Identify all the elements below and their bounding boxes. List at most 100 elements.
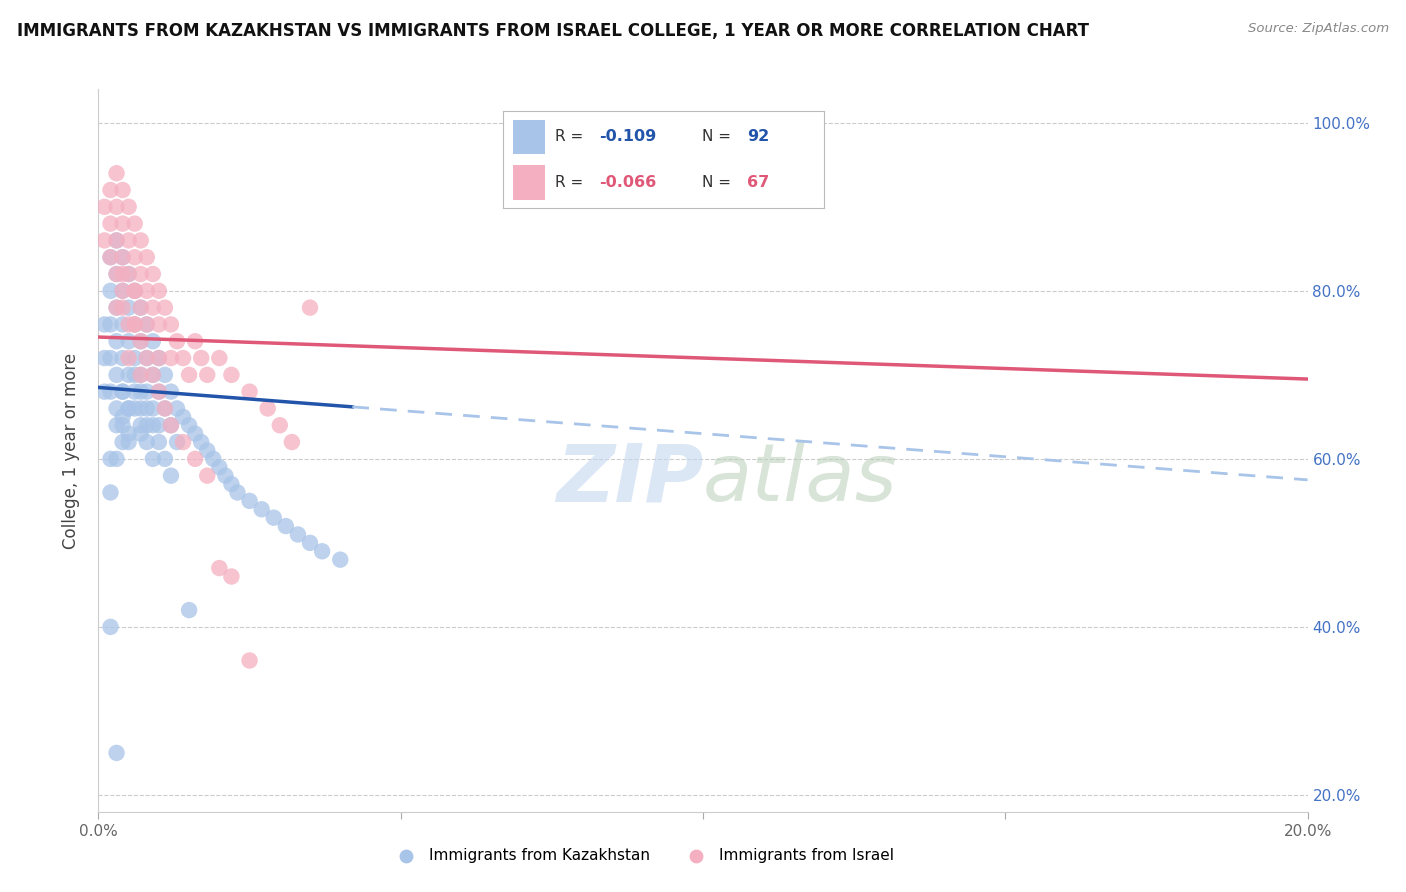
Point	[100, 250, 122, 264]
Point	[118, 401, 141, 416]
Point	[153, 301, 176, 315]
Point	[221, 569, 243, 583]
Point	[166, 435, 188, 450]
Point	[142, 451, 165, 466]
Point	[105, 746, 128, 760]
Point	[135, 351, 157, 365]
Point	[118, 401, 141, 416]
Point	[195, 368, 218, 382]
Point	[111, 217, 134, 231]
Point	[172, 351, 194, 365]
Point	[311, 544, 333, 558]
Point	[105, 267, 128, 281]
Point	[166, 401, 188, 416]
Point	[160, 384, 183, 399]
Point	[153, 368, 176, 382]
Point	[281, 435, 304, 450]
Point	[153, 401, 176, 416]
Point	[111, 183, 134, 197]
Point	[118, 334, 141, 349]
Point	[142, 368, 165, 382]
Point	[111, 351, 134, 365]
Point	[195, 443, 218, 458]
Point	[129, 301, 152, 315]
Point	[129, 418, 152, 433]
Point	[148, 384, 170, 399]
Point	[111, 267, 134, 281]
Point	[160, 351, 183, 365]
Point	[93, 234, 115, 248]
Point	[148, 435, 170, 450]
Point	[124, 318, 146, 332]
Point	[148, 284, 170, 298]
Point	[111, 418, 134, 433]
Point	[202, 451, 225, 466]
Legend: Immigrants from Kazakhstan, Immigrants from Israel: Immigrants from Kazakhstan, Immigrants f…	[385, 842, 900, 869]
Point	[142, 334, 165, 349]
Point	[135, 318, 157, 332]
Point	[129, 384, 152, 399]
Point	[111, 384, 134, 399]
Point	[172, 435, 194, 450]
Point	[124, 250, 146, 264]
Point	[329, 552, 352, 566]
Point	[239, 494, 262, 508]
Point	[135, 418, 157, 433]
Y-axis label: College, 1 year or more: College, 1 year or more	[62, 352, 80, 549]
Point	[100, 620, 122, 634]
Point	[142, 267, 165, 281]
Point	[100, 284, 122, 298]
Point	[118, 426, 141, 441]
Point	[124, 318, 146, 332]
Point	[129, 368, 152, 382]
Point	[208, 351, 231, 365]
Point	[299, 536, 322, 550]
Point	[129, 426, 152, 441]
Point	[135, 318, 157, 332]
Point	[129, 267, 152, 281]
Point	[111, 435, 134, 450]
Point	[239, 384, 262, 399]
Point	[100, 217, 122, 231]
Point	[148, 351, 170, 365]
Point	[129, 334, 152, 349]
Point	[118, 267, 141, 281]
Point	[105, 334, 128, 349]
Point	[179, 368, 201, 382]
Point	[239, 653, 262, 667]
Point	[160, 468, 183, 483]
Point	[135, 351, 157, 365]
Point	[172, 409, 194, 424]
Point	[274, 519, 297, 533]
Point	[263, 510, 285, 524]
Point	[142, 301, 165, 315]
Point	[124, 318, 146, 332]
Point	[105, 301, 128, 315]
Point	[118, 351, 141, 365]
Point	[105, 401, 128, 416]
Point	[111, 384, 134, 399]
Point	[111, 318, 134, 332]
Point	[124, 368, 146, 382]
Point	[166, 334, 188, 349]
Point	[105, 418, 128, 433]
Point	[153, 451, 176, 466]
Point	[129, 234, 152, 248]
Point	[118, 435, 141, 450]
Point	[142, 401, 165, 416]
Point	[105, 200, 128, 214]
Point	[124, 351, 146, 365]
Point	[226, 485, 249, 500]
Point	[100, 318, 122, 332]
Point	[129, 401, 152, 416]
Point	[142, 368, 165, 382]
Point	[184, 426, 207, 441]
Point	[148, 384, 170, 399]
Point	[135, 284, 157, 298]
Text: atlas: atlas	[703, 441, 898, 518]
Point	[135, 384, 157, 399]
Point	[118, 234, 141, 248]
Point	[184, 334, 207, 349]
Point	[142, 418, 165, 433]
Point	[124, 284, 146, 298]
